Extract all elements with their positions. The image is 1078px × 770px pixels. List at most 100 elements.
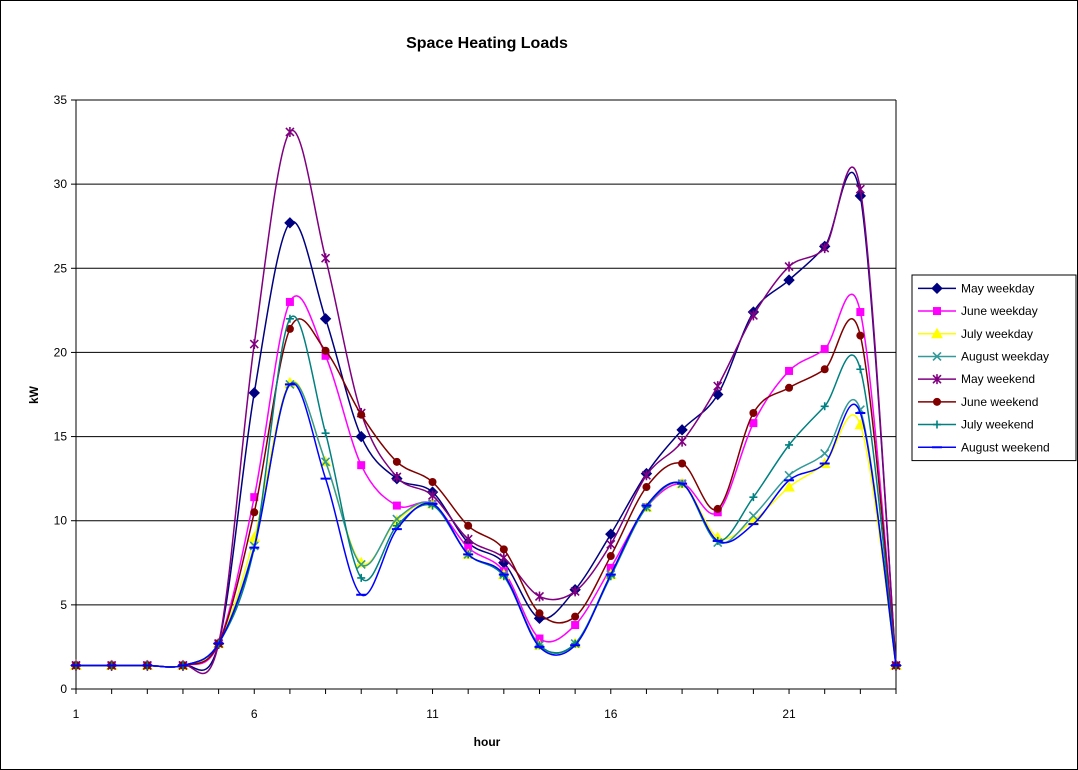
legend: May weekday June weekday July weekday Augus… — [911, 274, 1077, 462]
legend-label: May weekday — [961, 281, 1034, 295]
data-point-4-21 — [820, 243, 830, 254]
series-group — [70, 126, 902, 675]
data-point-6-21 — [820, 402, 829, 411]
series-7 — [71, 382, 901, 668]
data-point-5-6 — [285, 324, 294, 333]
data-point-1-11 — [464, 543, 473, 552]
legend-marker-5 — [933, 397, 941, 406]
data-point-2-20 — [783, 481, 795, 492]
data-point-1-15 — [606, 563, 615, 572]
data-point-5-8 — [357, 410, 366, 419]
data-point-1-7 — [321, 351, 330, 360]
data-point-0-17 — [676, 424, 688, 436]
data-point-4-11 — [463, 534, 473, 545]
legend-marker-1 — [933, 307, 941, 316]
data-point-4-14 — [570, 586, 580, 597]
data-point-5-16 — [642, 483, 651, 492]
data-point-0-6 — [284, 217, 296, 229]
data-point-5-19 — [749, 409, 758, 418]
data-point-6-22 — [856, 365, 865, 374]
data-point-1-13 — [535, 634, 544, 643]
legend-marker-4 — [932, 374, 942, 385]
y-tick-label: 35 — [54, 93, 68, 107]
data-point-3-21 — [820, 448, 830, 458]
data-point-5-17 — [678, 459, 687, 468]
series-6 — [72, 314, 900, 670]
y-tick-label: 20 — [54, 345, 68, 359]
x-axis-label: hour — [474, 735, 501, 749]
x-tick-label: 21 — [782, 707, 796, 721]
legend-label: June weekday — [961, 304, 1038, 318]
series-5 — [72, 318, 900, 670]
data-point-4-17 — [677, 436, 687, 447]
legend-marker-6 — [933, 420, 941, 429]
data-point-6-6 — [285, 314, 294, 323]
data-point-3-7 — [320, 457, 331, 467]
data-point-5-5 — [250, 508, 259, 517]
data-point-4-5 — [249, 339, 259, 350]
y-tick-label: 15 — [54, 430, 68, 444]
data-point-4-19 — [748, 310, 758, 321]
data-point-1-14 — [571, 621, 580, 630]
x-tick-label: 1 — [73, 707, 80, 721]
series-1 — [72, 293, 900, 670]
data-point-5-20 — [785, 383, 794, 392]
data-point-0-15 — [605, 528, 617, 540]
x-tick-label: 11 — [426, 707, 439, 721]
data-point-4-16 — [641, 470, 652, 481]
x-tick-label: 6 — [251, 707, 258, 721]
data-point-3-19 — [748, 511, 758, 521]
data-point-6-8 — [357, 573, 366, 582]
chart-title: Space Heating Loads — [406, 35, 568, 52]
data-point-5-10 — [428, 478, 437, 487]
data-point-4-9 — [392, 471, 402, 482]
data-point-4-22 — [855, 184, 865, 195]
data-point-5-9 — [392, 457, 401, 466]
series-line-6 — [75, 315, 897, 668]
legend-label: May weekend — [961, 372, 1035, 386]
series-line-1 — [75, 293, 897, 668]
data-point-5-14 — [571, 612, 580, 621]
data-point-1-21 — [820, 345, 829, 354]
y-tick-label: 0 — [60, 682, 67, 696]
data-point-1-5 — [250, 493, 259, 502]
data-point-5-11 — [464, 521, 473, 530]
data-point-0-7 — [319, 313, 332, 325]
data-point-3-9 — [392, 514, 402, 524]
legend-box — [911, 274, 1077, 462]
data-point-4-7 — [320, 253, 331, 264]
data-point-1-6 — [285, 297, 294, 306]
y-tick-label: 5 — [60, 598, 67, 612]
series-0 — [70, 171, 902, 672]
y-tick-label: 10 — [54, 514, 68, 528]
data-point-1-19 — [749, 419, 758, 428]
data-point-3-8 — [356, 559, 366, 570]
data-point-1-22 — [856, 308, 865, 317]
legend-label: June weekend — [961, 395, 1038, 409]
x-tick-label: 16 — [604, 707, 618, 721]
data-point-4-20 — [784, 261, 794, 272]
series-line-4 — [75, 129, 897, 675]
data-point-6-20 — [785, 440, 794, 449]
legend-label: July weekday — [961, 327, 1033, 341]
y-tick-label: 30 — [54, 177, 68, 191]
data-point-5-21 — [820, 365, 829, 374]
legend-marker-0 — [931, 282, 943, 295]
data-point-4-13 — [534, 591, 545, 602]
data-point-5-13 — [535, 609, 544, 618]
y-tick-label: 25 — [54, 261, 68, 275]
gridlines — [76, 99, 896, 606]
legend-label: August weekday — [961, 349, 1049, 363]
data-point-5-7 — [321, 346, 330, 355]
series-4 — [71, 126, 901, 675]
data-point-4-12 — [499, 552, 509, 563]
series-2 — [70, 376, 902, 670]
data-point-1-9 — [392, 501, 401, 510]
data-point-6-19 — [749, 493, 758, 502]
legend-label: July weekend — [961, 418, 1034, 432]
data-point-0-20 — [783, 274, 795, 286]
data-point-0-5 — [248, 387, 260, 399]
data-point-5-15 — [606, 552, 615, 561]
